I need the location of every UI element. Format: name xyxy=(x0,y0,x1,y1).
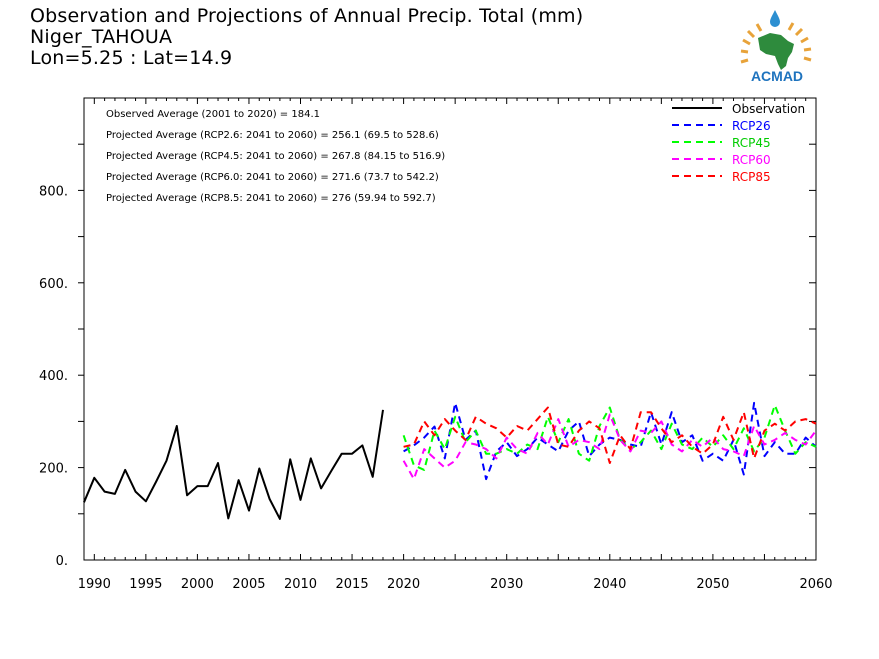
logo-rays xyxy=(740,22,812,64)
x-tick-label: 2030 xyxy=(490,577,523,592)
logo-drop-icon xyxy=(770,10,780,27)
series-line-rcp26 xyxy=(403,401,817,481)
x-tick-label: 2005 xyxy=(232,577,265,592)
series-line-observation xyxy=(83,409,384,520)
annotation-rcp60: Projected Average (RCP6.0: 2041 to 2060)… xyxy=(106,172,439,183)
x-tick-label: 2060 xyxy=(799,577,832,592)
annotation-rcp26: Projected Average (RCP2.6: 2041 to 2060)… xyxy=(106,130,439,141)
y-tick-label: 200. xyxy=(39,462,68,477)
legend-label-rcp85: RCP85 xyxy=(732,170,771,184)
y-tick-label: 0. xyxy=(56,554,68,569)
chart-title: Observation and Projections of Annual Pr… xyxy=(30,5,584,27)
y-axis-tick-labels: 0. 200. 400. 600. 800. xyxy=(39,184,68,569)
legend-label-rcp26: RCP26 xyxy=(732,119,771,133)
chart-title-block: Observation and Projections of Annual Pr… xyxy=(30,6,583,69)
y-tick-label: 800. xyxy=(39,184,68,199)
series-layer xyxy=(83,401,817,520)
x-axis-tick-labels: 1990 1995 2000 2005 2010 2015 2020 2030 2040 2050… xyxy=(78,577,833,592)
annotation-rcp85: Projected Average (RCP8.5: 2041 to 2060)… xyxy=(106,193,436,204)
acmad-logo: ACMAD xyxy=(740,10,812,84)
annotation-rcp45: Projected Average (RCP4.5: 2041 to 2060)… xyxy=(106,151,445,162)
axis-ticks xyxy=(78,98,817,560)
plot-frame xyxy=(83,97,817,561)
x-tick-label: 2040 xyxy=(593,577,626,592)
coordinates: Lon=5.25 : Lat=14.9 xyxy=(30,47,233,69)
x-tick-label: 2010 xyxy=(284,577,317,592)
location-name: Niger_TAHOUA xyxy=(30,26,173,48)
x-tick-label: 2050 xyxy=(696,577,729,592)
series-line-rcp45 xyxy=(402,404,817,471)
annotations: Observed Average (2001 to 2020) = 184.1 … xyxy=(106,109,445,204)
legend-label-rcp60: RCP60 xyxy=(732,153,771,167)
x-tick-label: 2000 xyxy=(181,577,214,592)
x-tick-label: 1990 xyxy=(78,577,111,592)
annotation-observed: Observed Average (2001 to 2020) = 184.1 xyxy=(106,109,320,120)
logo-africa-icon xyxy=(758,33,794,70)
x-tick-label: 2020 xyxy=(387,577,420,592)
legend-label-observation: Observation xyxy=(732,102,805,116)
logo-text: ACMAD xyxy=(751,68,803,84)
y-tick-label: 400. xyxy=(39,369,68,384)
legend-label-rcp45: RCP45 xyxy=(732,136,771,150)
series-line-rcp60 xyxy=(402,413,817,481)
legend: Observation RCP26 RCP45 RCP60 RCP85 xyxy=(672,102,805,184)
series-line-rcp85 xyxy=(403,406,817,464)
x-tick-label: 2015 xyxy=(336,577,369,592)
y-tick-label: 600. xyxy=(39,277,68,292)
x-tick-label: 1995 xyxy=(129,577,162,592)
